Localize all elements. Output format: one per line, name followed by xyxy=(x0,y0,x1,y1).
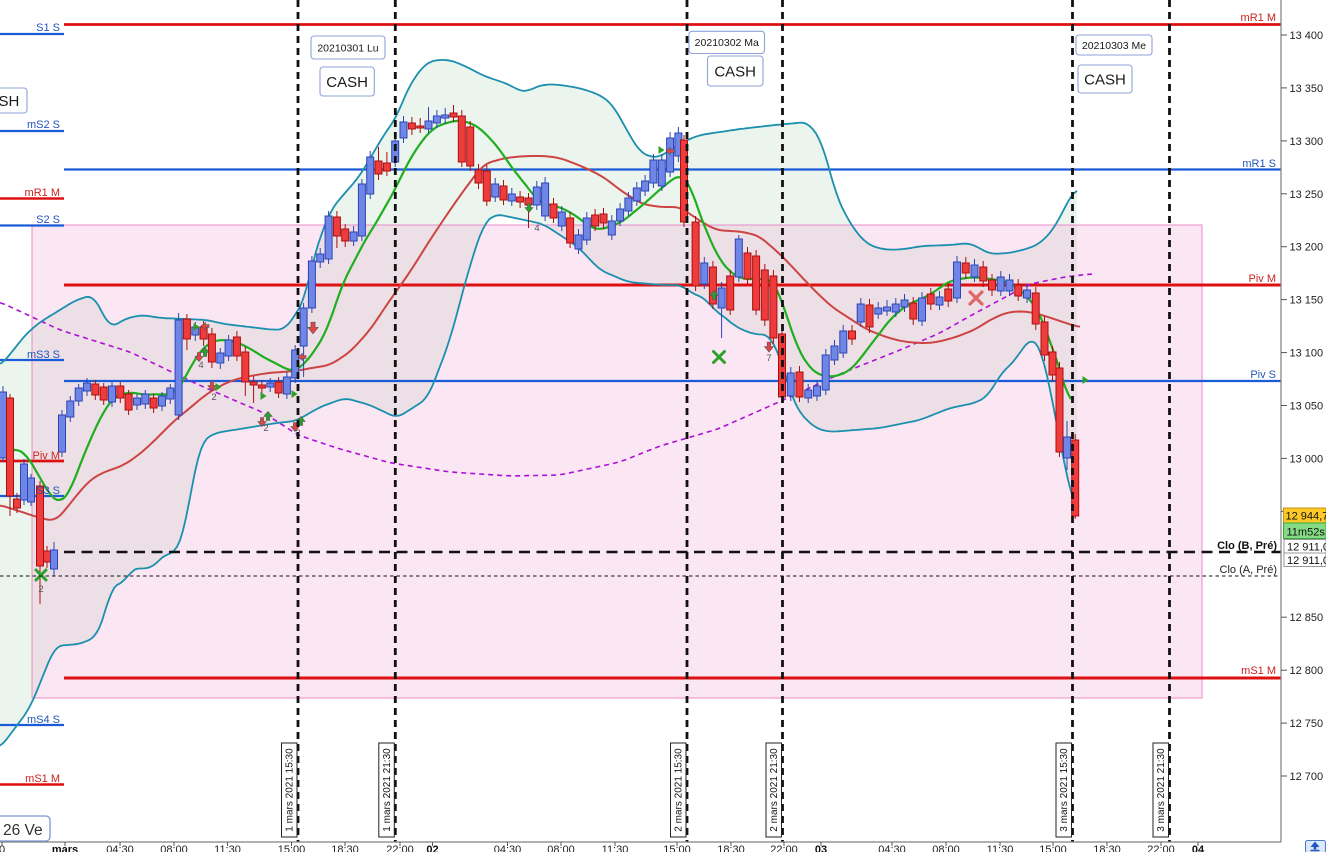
svg-text:1 mars 2021 15:30: 1 mars 2021 15:30 xyxy=(285,748,296,832)
svg-text:13 250: 13 250 xyxy=(1290,189,1324,201)
svg-text:04:30: 04:30 xyxy=(106,844,134,852)
svg-text:11m52s: 11m52s xyxy=(1287,527,1326,539)
svg-text:04:30: 04:30 xyxy=(878,844,906,852)
svg-text:13 200: 13 200 xyxy=(1290,242,1324,254)
svg-text:22:00: 22:00 xyxy=(386,844,414,852)
svg-text:02: 02 xyxy=(426,844,438,852)
svg-text:12 850: 12 850 xyxy=(1290,612,1324,624)
svg-text:12 750: 12 750 xyxy=(1290,718,1324,730)
svg-text:mR1 M: mR1 M xyxy=(25,187,60,199)
svg-text:1 mars 2021 21:30: 1 mars 2021 21:30 xyxy=(382,748,393,832)
svg-text:Piv M: Piv M xyxy=(33,450,61,462)
svg-text:3 mars 2021 21:30: 3 mars 2021 21:30 xyxy=(1156,748,1167,832)
svg-text:15:00: 15:00 xyxy=(1039,844,1067,852)
svg-text:13 350: 13 350 xyxy=(1290,83,1324,95)
svg-text:18:30: 18:30 xyxy=(331,844,359,852)
svg-text:mS1 M: mS1 M xyxy=(1241,665,1276,677)
svg-text:13 400: 13 400 xyxy=(1290,30,1324,42)
svg-text:12 911,0: 12 911,0 xyxy=(1287,542,1326,554)
svg-text:22:00: 22:00 xyxy=(1147,844,1175,852)
svg-text:CASH: CASH xyxy=(0,93,19,110)
svg-text:22:00: 22:00 xyxy=(770,844,798,852)
svg-text:03: 03 xyxy=(815,844,827,852)
svg-text:18:30: 18:30 xyxy=(1093,844,1121,852)
svg-text:15:00: 15:00 xyxy=(278,844,306,852)
svg-text:3 mars 2021 15:30: 3 mars 2021 15:30 xyxy=(1059,748,1070,832)
svg-text:0: 0 xyxy=(0,844,5,852)
svg-text:2: 2 xyxy=(211,392,216,403)
svg-text:2 mars 2021 21:30: 2 mars 2021 21:30 xyxy=(769,748,780,832)
svg-text:2: 2 xyxy=(38,584,43,595)
svg-text:08:00: 08:00 xyxy=(547,844,575,852)
svg-text:Piv M: Piv M xyxy=(1249,273,1277,285)
svg-text:4: 4 xyxy=(198,360,203,371)
svg-text:11:30: 11:30 xyxy=(602,844,629,852)
svg-text:08:00: 08:00 xyxy=(932,844,960,852)
svg-text:mS4 S: mS4 S xyxy=(27,714,60,726)
svg-text:04:30: 04:30 xyxy=(494,844,522,852)
svg-text:2: 2 xyxy=(263,423,268,434)
svg-text:12 944,7: 12 944,7 xyxy=(1286,511,1326,523)
svg-text:4: 4 xyxy=(534,223,539,234)
svg-text:20210302 Ma: 20210302 Ma xyxy=(695,37,759,49)
svg-text:08:00: 08:00 xyxy=(160,844,188,852)
svg-text:13 150: 13 150 xyxy=(1290,295,1324,307)
svg-text:12 911,0: 12 911,0 xyxy=(1287,555,1326,567)
svg-text:mR1 M: mR1 M xyxy=(1241,12,1276,24)
svg-text:13 100: 13 100 xyxy=(1290,348,1324,360)
svg-text:2 mars 2021 15:30: 2 mars 2021 15:30 xyxy=(674,748,685,832)
svg-text:12 800: 12 800 xyxy=(1290,665,1324,677)
svg-text:13 300: 13 300 xyxy=(1290,136,1324,148)
svg-text:CASH: CASH xyxy=(326,74,368,91)
svg-text:15:00: 15:00 xyxy=(663,844,691,852)
svg-text:mR1 S: mR1 S xyxy=(1242,158,1276,170)
svg-text:CASH: CASH xyxy=(1084,71,1126,88)
svg-text:mS2 S: mS2 S xyxy=(27,119,60,131)
svg-text:26 Ve: 26 Ve xyxy=(3,822,43,839)
svg-text:S3 S: S3 S xyxy=(36,485,60,497)
svg-text:Clo (B, Pré): Clo (B, Pré) xyxy=(1217,540,1277,552)
svg-text:20210303 Me: 20210303 Me xyxy=(1082,40,1146,52)
svg-text:mars: mars xyxy=(52,844,78,852)
svg-text:CASH: CASH xyxy=(714,63,756,80)
svg-text:13 000: 13 000 xyxy=(1290,453,1324,465)
svg-text:11:30: 11:30 xyxy=(987,844,1014,852)
svg-text:mS3 S: mS3 S xyxy=(27,349,60,361)
svg-text:12 700: 12 700 xyxy=(1290,771,1324,783)
svg-text:S1 S: S1 S xyxy=(36,22,60,34)
svg-text:20210301 Lu: 20210301 Lu xyxy=(317,42,378,54)
svg-text:04: 04 xyxy=(1192,844,1205,852)
svg-text:S2 S: S2 S xyxy=(36,214,60,226)
svg-text:7: 7 xyxy=(766,353,771,364)
svg-text:Clo (A, Pré): Clo (A, Pré) xyxy=(1220,564,1277,576)
svg-text:18:30: 18:30 xyxy=(717,844,745,852)
svg-text:11:30: 11:30 xyxy=(214,844,241,852)
svg-text:13 050: 13 050 xyxy=(1290,401,1324,413)
svg-text:Piv S: Piv S xyxy=(1250,369,1276,381)
svg-text:mS1 M: mS1 M xyxy=(25,773,60,785)
